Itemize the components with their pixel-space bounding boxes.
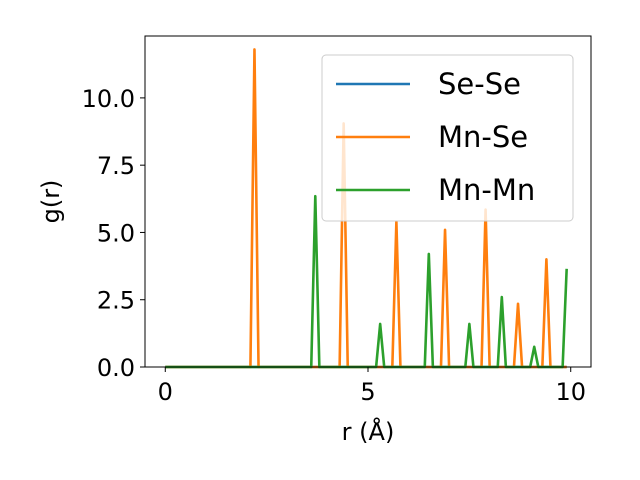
x-tick-label: 0 [158, 378, 173, 406]
y-axis-label: g(r) [37, 180, 65, 224]
x-axis-label: r (Å) [342, 417, 395, 446]
y-tick-label: 5.0 [97, 219, 135, 247]
y-tick-label: 10.0 [82, 85, 135, 113]
y-tick-label: 0.0 [97, 354, 135, 382]
legend-label-mn-se: Mn-Se [438, 120, 528, 154]
y-tick-label: 2.5 [97, 287, 135, 315]
legend-label-se-se: Se-Se [438, 67, 521, 101]
x-tick-label: 5 [360, 378, 375, 406]
x-axis: 0 5 10 [158, 367, 586, 406]
y-axis: 0.0 2.5 5.0 7.5 10.0 [82, 85, 145, 382]
legend: Se-Se Mn-Se Mn-Mn [321, 54, 574, 222]
legend-label-mn-mn: Mn-Mn [438, 173, 535, 207]
legend-box [321, 54, 574, 222]
x-tick-label: 10 [555, 378, 586, 406]
y-tick-label: 7.5 [97, 152, 135, 180]
